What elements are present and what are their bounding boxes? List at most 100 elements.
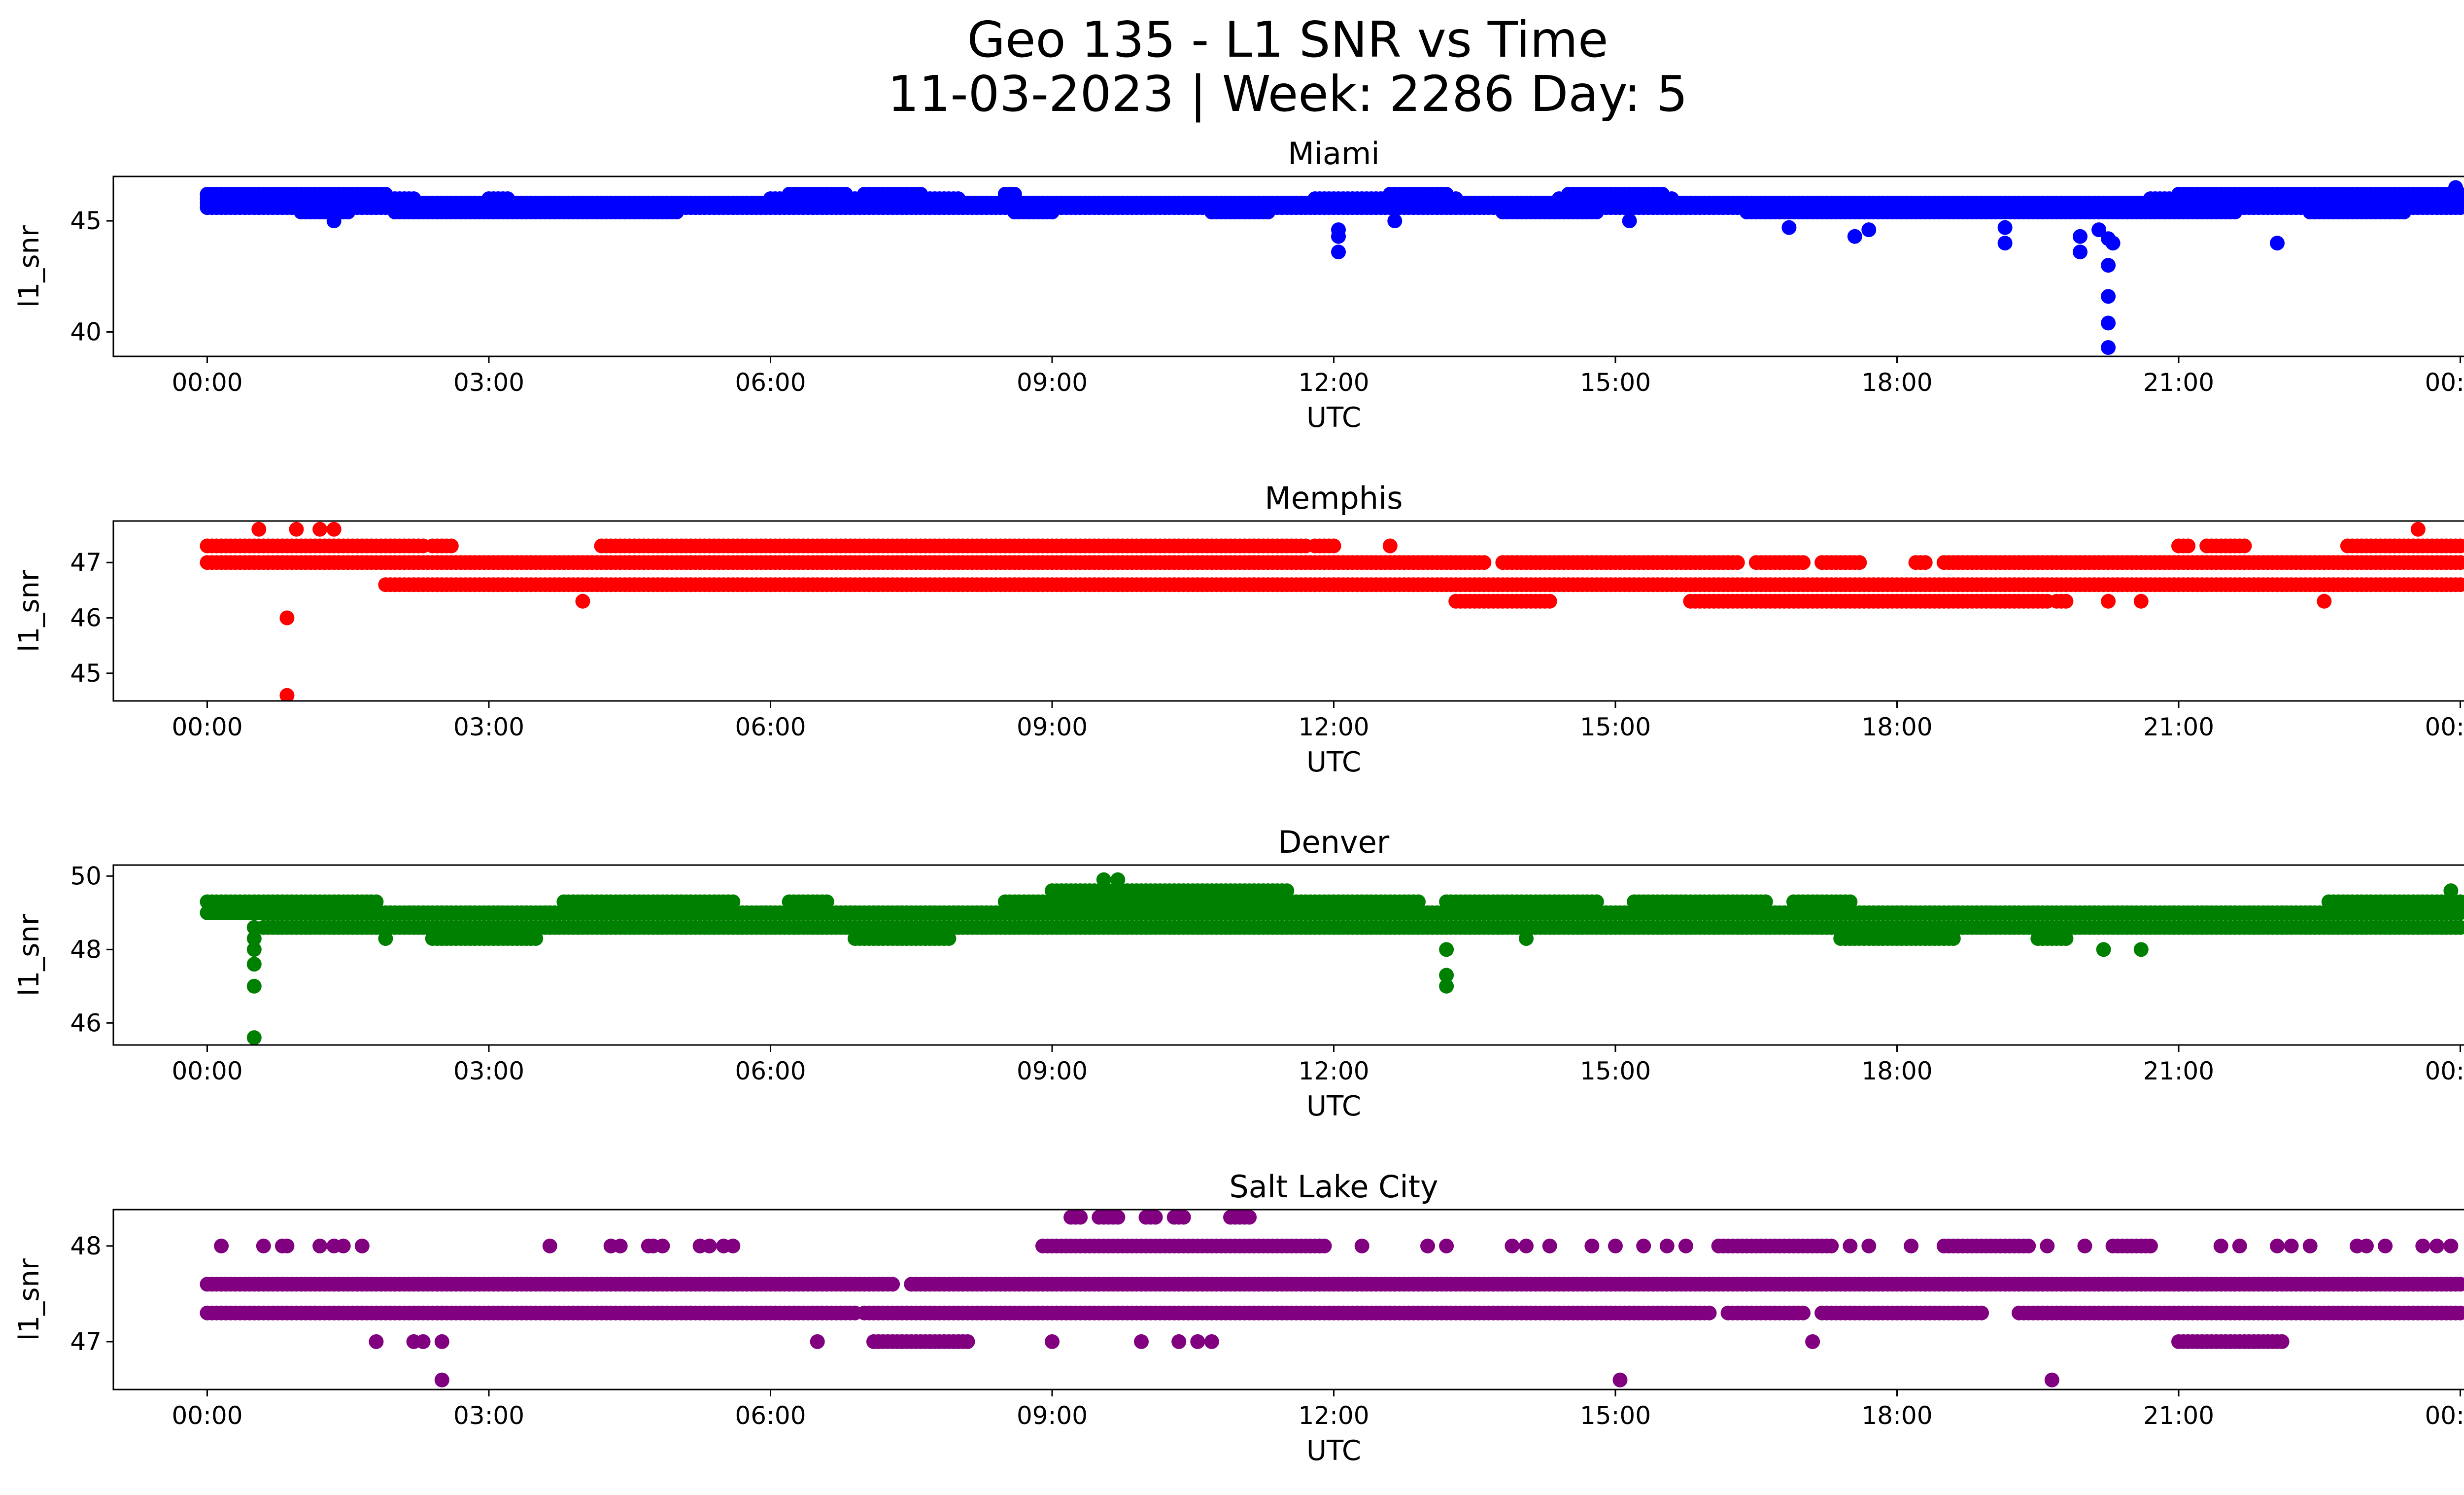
x-tick-label: 00:00 xyxy=(2425,1057,2464,1085)
data-point xyxy=(1589,205,1604,220)
data-point xyxy=(2073,229,2088,244)
x-axis-label: UTC xyxy=(1306,1090,1361,1122)
data-point xyxy=(1519,931,1534,946)
data-point xyxy=(1279,883,1295,899)
data-point xyxy=(2453,577,2464,592)
subplot-title: Miami xyxy=(1288,136,1379,172)
data-point xyxy=(251,522,267,537)
x-tick-label: 21:00 xyxy=(2143,1057,2214,1085)
x-axis-label: UTC xyxy=(1306,746,1361,778)
x-tick-label: 06:00 xyxy=(735,713,806,741)
data-point xyxy=(2453,920,2464,935)
data-point xyxy=(326,213,342,229)
x-tick-label: 15:00 xyxy=(1580,713,1651,741)
data-point xyxy=(2058,593,2074,609)
x-tick-label: 15:00 xyxy=(1580,1057,1651,1085)
data-point xyxy=(2453,538,2464,554)
data-point xyxy=(2101,315,2116,331)
x-tick-label: 09:00 xyxy=(1017,368,1088,397)
data-point xyxy=(246,957,262,972)
subplot-title: Salt Lake City xyxy=(1229,1169,1438,1205)
x-axis-label: UTC xyxy=(1306,402,1361,434)
data-point xyxy=(2181,538,2196,554)
data-point xyxy=(1045,205,1060,220)
data-point xyxy=(2410,522,2426,537)
data-point xyxy=(1730,555,1745,570)
data-point xyxy=(251,200,267,215)
series-memphis xyxy=(200,522,2464,701)
data-point xyxy=(378,931,393,946)
x-tick-label: 12:00 xyxy=(1298,368,1369,397)
x-tick-label: 00:00 xyxy=(2425,368,2464,397)
data-point xyxy=(289,522,304,537)
data-point xyxy=(2443,883,2459,899)
y-tick-label: 46 xyxy=(70,1008,102,1037)
figure-title-line1: Geo 135 - L1 SNR vs Time xyxy=(967,11,1608,69)
data-point xyxy=(941,931,957,946)
y-tick-label: 50 xyxy=(70,862,102,890)
x-tick-label: 00:00 xyxy=(171,368,242,397)
x-tick-label: 12:00 xyxy=(1298,1057,1369,1085)
x-tick-label: 09:00 xyxy=(1017,713,1088,741)
data-point xyxy=(1781,220,1797,235)
data-point xyxy=(246,1030,262,1045)
data-point xyxy=(2105,236,2121,251)
data-point xyxy=(2317,593,2332,609)
data-point xyxy=(1331,229,1346,244)
data-point xyxy=(2453,1277,2464,1292)
data-point xyxy=(326,522,342,537)
y-axis-label: l1_snr xyxy=(13,913,45,996)
data-point xyxy=(2021,1238,2036,1253)
data-point xyxy=(2227,205,2243,220)
y-axis-label: l1_snr xyxy=(13,225,45,308)
data-point xyxy=(1096,872,1111,887)
x-tick-label: 18:00 xyxy=(1861,1057,1932,1085)
data-point xyxy=(246,931,262,946)
data-point xyxy=(669,205,684,220)
data-point xyxy=(2101,340,2116,355)
data-point xyxy=(1148,1210,1163,1225)
data-point xyxy=(1073,1210,1088,1225)
data-point xyxy=(1824,1238,1839,1253)
series-denver xyxy=(200,872,2464,1045)
figure-title-line2: 11-03-2023 | Week: 2286 Day: 5 xyxy=(888,65,1687,123)
x-tick-label: 09:00 xyxy=(1017,1057,1088,1085)
subplot-title: Memphis xyxy=(1265,480,1403,516)
data-point xyxy=(2101,593,2116,609)
data-point xyxy=(279,610,295,626)
data-point xyxy=(1176,1210,1191,1225)
data-point xyxy=(2453,905,2464,920)
data-point xyxy=(1796,555,1811,570)
data-point xyxy=(246,942,262,957)
data-point xyxy=(1261,205,1276,220)
data-point xyxy=(528,931,544,946)
data-point xyxy=(885,1277,900,1292)
data-point xyxy=(1861,222,1877,238)
x-tick-label: 12:00 xyxy=(1298,713,1369,741)
data-point xyxy=(1946,931,1961,946)
data-point xyxy=(1852,555,1867,570)
data-point xyxy=(2096,942,2111,957)
data-point xyxy=(1382,538,1398,554)
data-point xyxy=(2396,205,2412,220)
data-point xyxy=(2448,198,2463,213)
data-point xyxy=(2133,593,2149,609)
data-point xyxy=(1622,213,1637,229)
data-point xyxy=(1439,978,1454,994)
x-tick-label: 03:00 xyxy=(453,713,524,741)
data-point xyxy=(246,920,262,935)
data-point xyxy=(2091,222,2107,238)
x-tick-label: 18:00 xyxy=(1861,368,1932,397)
data-point xyxy=(2101,289,2116,304)
y-tick-label: 48 xyxy=(70,935,102,964)
data-point xyxy=(2073,244,2088,260)
y-tick-label: 40 xyxy=(70,317,102,346)
series-miami xyxy=(200,180,2464,355)
data-point xyxy=(1917,555,1933,570)
data-point xyxy=(2237,538,2252,554)
